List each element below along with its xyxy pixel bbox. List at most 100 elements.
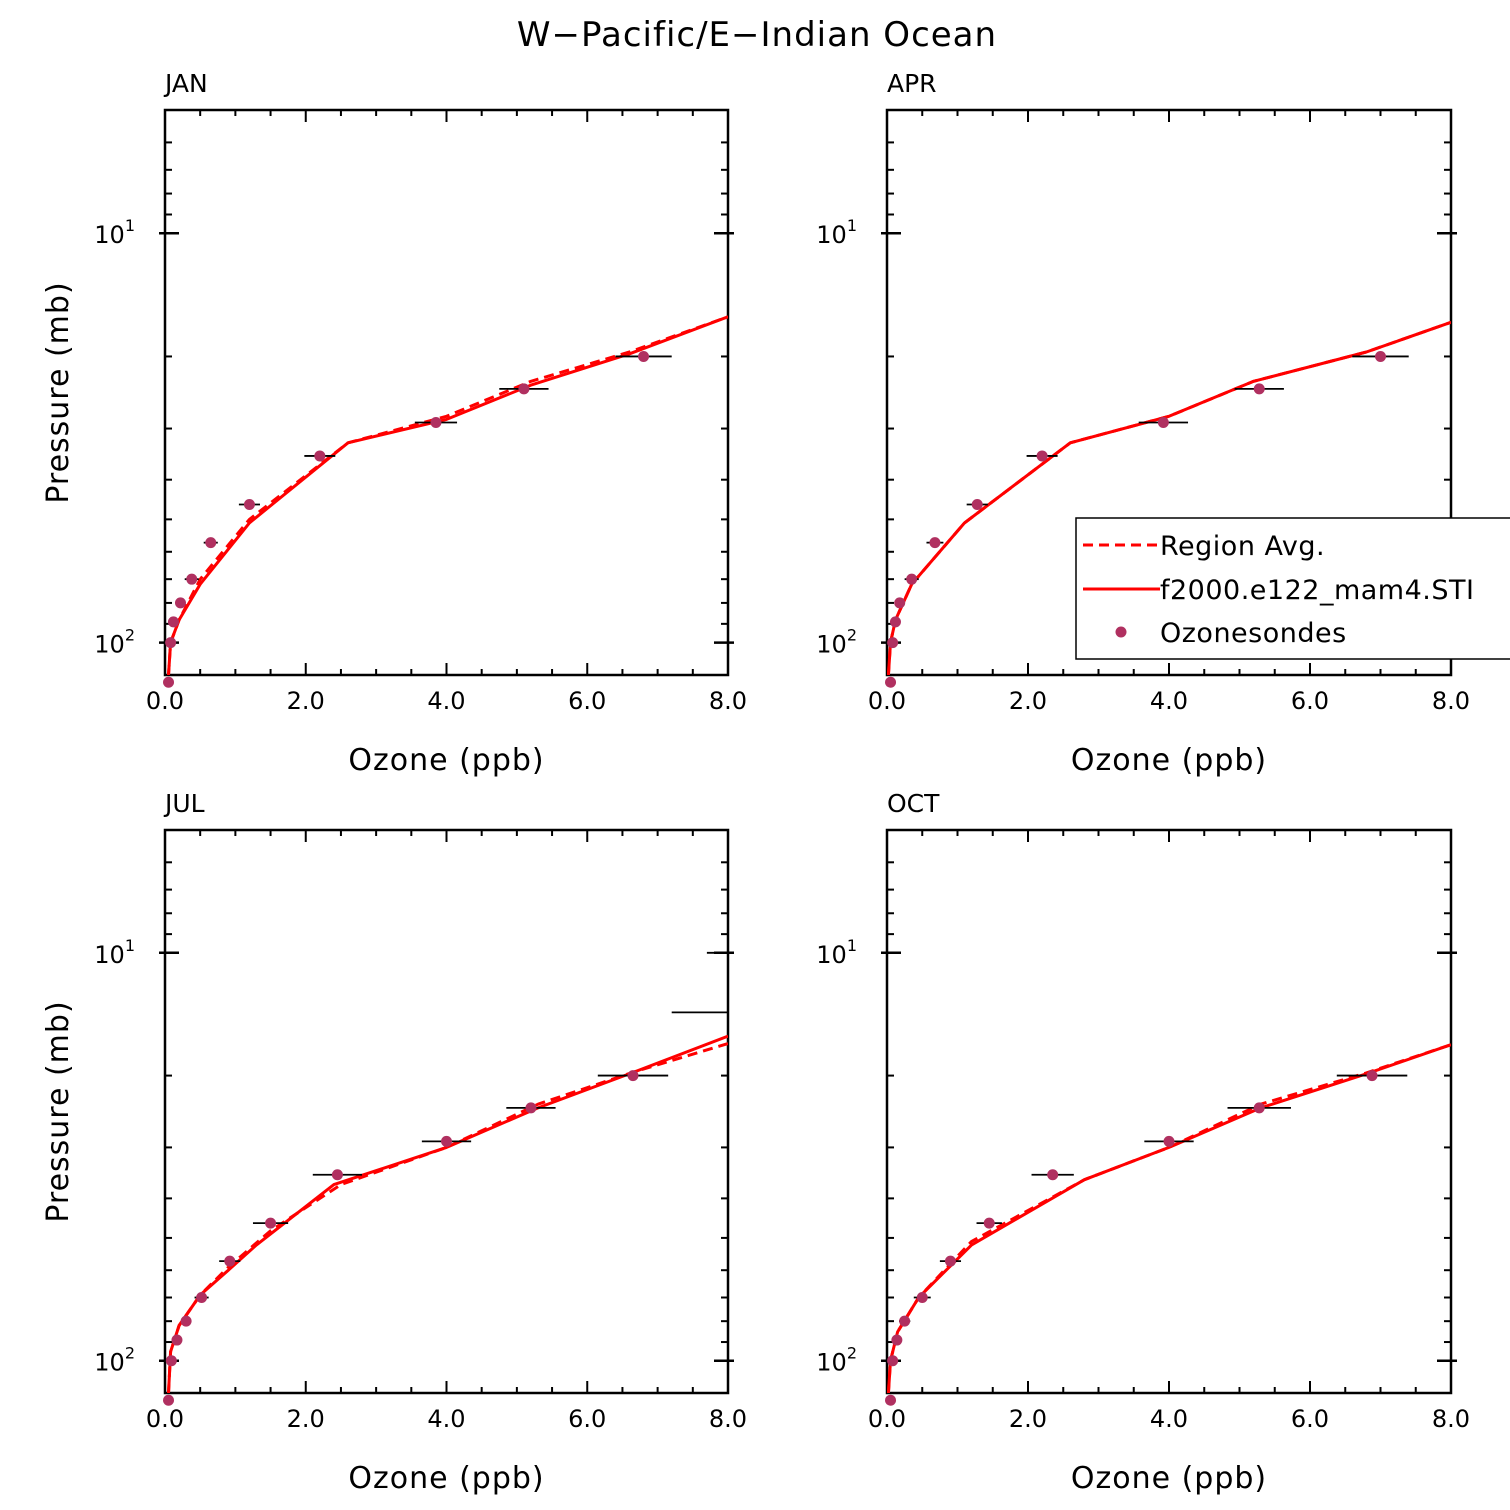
series-ozonesondes bbox=[163, 350, 672, 688]
x-tick-label: 4.0 bbox=[1150, 687, 1188, 715]
y-tick-label: 101 bbox=[816, 216, 857, 249]
x-tick-label: 6.0 bbox=[568, 687, 606, 715]
series-region-avg-line bbox=[167, 1042, 728, 1393]
sonde-point bbox=[331, 1169, 343, 1181]
y-tick-base: 10 bbox=[816, 1349, 847, 1377]
sonde-point bbox=[1163, 1135, 1175, 1147]
sonde-point bbox=[983, 1217, 995, 1229]
y-axis-label: Pressure (mb) bbox=[41, 1000, 76, 1222]
sonde-point bbox=[163, 676, 175, 688]
x-tick-label: 0.0 bbox=[146, 687, 184, 715]
legend-entry: Ozonesondes bbox=[1115, 618, 1346, 649]
y-tick-base: 10 bbox=[816, 221, 847, 249]
panel-title: JAN bbox=[163, 69, 208, 98]
x-tick-label: 2.0 bbox=[1009, 1405, 1047, 1433]
legend: Region Avg. f2000.e122_mam4.STI Ozonesonde… bbox=[1075, 517, 1510, 660]
sonde-point bbox=[1366, 1070, 1378, 1082]
y-tick-exp: 1 bbox=[125, 216, 135, 235]
y-tick-base: 10 bbox=[94, 631, 125, 659]
sonde-point bbox=[243, 499, 255, 511]
series-model-line bbox=[167, 315, 728, 675]
series-extra-errorbar bbox=[671, 951, 729, 1014]
series-ozonesondes bbox=[163, 1070, 669, 1406]
series-model-line bbox=[167, 1034, 728, 1393]
sonde-point bbox=[889, 616, 901, 628]
sonde-point bbox=[196, 1292, 208, 1304]
x-axis-label: Ozone (ppb) bbox=[1071, 743, 1267, 778]
sonde-point bbox=[627, 1070, 639, 1082]
sonde-point bbox=[167, 616, 179, 628]
y-axis-label: Pressure (mb) bbox=[41, 281, 76, 503]
y-tick-base: 10 bbox=[816, 631, 847, 659]
x-tick-label: 4.0 bbox=[427, 1405, 465, 1433]
x-tick-label: 2.0 bbox=[1009, 687, 1047, 715]
sonde-point bbox=[885, 1394, 897, 1406]
y-ticks bbox=[159, 141, 734, 644]
panel-title: APR bbox=[887, 69, 937, 98]
legend-label: Region Avg. bbox=[1160, 531, 1325, 562]
x-tick-label: 2.0 bbox=[287, 1405, 325, 1433]
y-tick-exp: 1 bbox=[847, 216, 857, 235]
series-region-avg-line bbox=[887, 1043, 1451, 1393]
x-tick-label: 0.0 bbox=[868, 687, 906, 715]
y-tick-label: 101 bbox=[94, 216, 135, 249]
sonde-point bbox=[1253, 1102, 1265, 1114]
y-tick-label: 102 bbox=[816, 626, 857, 659]
sonde-point bbox=[894, 597, 906, 609]
x-ticks bbox=[886, 830, 1452, 1393]
y-tick-base: 10 bbox=[94, 221, 125, 249]
series-ozonesondes bbox=[885, 1070, 1408, 1406]
sonde-point bbox=[887, 637, 899, 649]
x-tick-label: 8.0 bbox=[1432, 1405, 1470, 1433]
y-tick-base: 10 bbox=[94, 941, 125, 969]
sonde-point bbox=[887, 1355, 899, 1367]
x-axis-label: Ozone (ppb) bbox=[348, 743, 544, 778]
series-model-line bbox=[887, 1043, 1451, 1393]
y-tick-base: 10 bbox=[816, 941, 847, 969]
sonde-point bbox=[891, 1334, 903, 1346]
sonde-point bbox=[430, 417, 442, 429]
y-tick-base: 10 bbox=[94, 1349, 125, 1377]
figure-title: W−Pacific/E−Indian Ocean bbox=[517, 15, 997, 55]
sonde-point bbox=[899, 1315, 911, 1327]
sonde-point bbox=[929, 537, 941, 549]
sonde-point bbox=[1375, 350, 1386, 362]
y-tick-label: 101 bbox=[94, 936, 135, 969]
sonde-point bbox=[944, 1255, 956, 1267]
sonde-point bbox=[971, 499, 983, 511]
legend-entry: f2000.e122_mam4.STI bbox=[1083, 575, 1474, 606]
y-tick-exp: 1 bbox=[125, 936, 135, 955]
y-tick-exp: 2 bbox=[847, 1344, 857, 1363]
sonde-point bbox=[1157, 417, 1169, 429]
sonde-point bbox=[314, 450, 326, 462]
sonde-point bbox=[174, 597, 186, 609]
x-tick-label: 4.0 bbox=[427, 687, 465, 715]
y-tick-label: 102 bbox=[94, 626, 135, 659]
y-tick-exp: 2 bbox=[125, 626, 135, 645]
sonde-point bbox=[171, 1334, 183, 1346]
series-ozonesondes bbox=[885, 350, 1409, 688]
sonde-point bbox=[163, 1394, 175, 1406]
sonde-point bbox=[638, 350, 650, 362]
legend-label: f2000.e122_mam4.STI bbox=[1160, 575, 1474, 606]
y-ticks bbox=[159, 861, 734, 1362]
y-tick-exp: 2 bbox=[125, 1344, 135, 1363]
plot-area bbox=[887, 1043, 1451, 1393]
plot-area bbox=[887, 320, 1451, 675]
x-tick-label: 0.0 bbox=[868, 1405, 906, 1433]
sonde-point bbox=[265, 1217, 277, 1229]
legend-marker bbox=[1115, 626, 1127, 638]
x-tick-label: 6.0 bbox=[1291, 1405, 1329, 1433]
sonde-point bbox=[165, 637, 177, 649]
legend-entry: Region Avg. bbox=[1083, 531, 1325, 562]
sonde-point bbox=[1253, 383, 1265, 395]
sonde-point bbox=[885, 676, 897, 688]
sonde-point bbox=[186, 573, 198, 585]
series-model-line bbox=[887, 320, 1451, 675]
x-tick-label: 8.0 bbox=[709, 1405, 747, 1433]
